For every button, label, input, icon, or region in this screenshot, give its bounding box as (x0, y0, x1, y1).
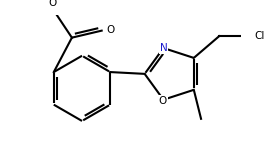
Text: O: O (107, 25, 115, 35)
Text: N: N (159, 43, 167, 53)
Text: O: O (158, 96, 167, 106)
Text: Cl: Cl (255, 31, 264, 41)
Text: O: O (49, 0, 57, 8)
